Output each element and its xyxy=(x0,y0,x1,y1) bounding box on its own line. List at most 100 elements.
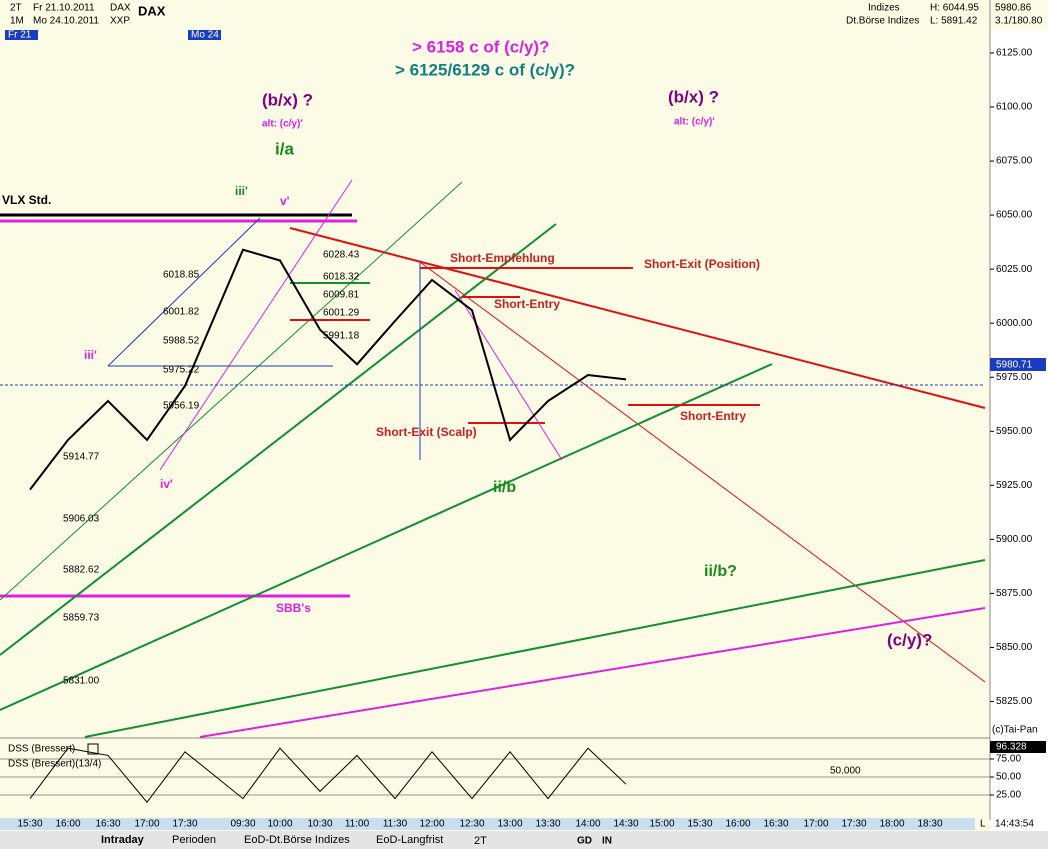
tab[interactable]: Intraday xyxy=(101,834,145,846)
y-tick-label: 6025.00 xyxy=(996,264,1033,275)
button[interactable]: GD xyxy=(577,836,592,847)
annotation: Short-Entry xyxy=(494,297,560,311)
osc-button[interactable] xyxy=(87,743,99,755)
last-price-bg xyxy=(990,358,1046,371)
level-label: 5831.00 xyxy=(63,676,100,687)
header-text: Indizes xyxy=(868,3,900,14)
x-tick-label: 13:30 xyxy=(535,819,560,830)
header-text: L: 5891.42 xyxy=(930,16,978,27)
trend-lines xyxy=(0,179,986,738)
series-line xyxy=(29,248,627,491)
axis-panel xyxy=(990,0,1048,849)
y-tick-label: 5925.00 xyxy=(996,480,1033,491)
annotation: (b/x) ? xyxy=(262,90,313,109)
level-label: 6001.29 xyxy=(323,308,360,319)
x-tick-label: 16:30 xyxy=(95,819,120,830)
x-tick-label: 17:30 xyxy=(841,819,866,830)
header-text: 3.1/180.80 xyxy=(995,16,1043,27)
header-text: H: 6044.95 xyxy=(930,3,979,14)
x-tick-label: 17:00 xyxy=(134,819,159,830)
x-tick-label: 12:30 xyxy=(459,819,484,830)
tab[interactable]: EoD-Dt.Börse Indizes xyxy=(244,834,350,846)
annotation: SBB's xyxy=(276,601,311,615)
annotation: iv' xyxy=(160,477,173,491)
x-tick-label: 15:30 xyxy=(17,819,42,830)
x-tick-label: 17:30 xyxy=(172,819,197,830)
y-tick-label: 5975.00 xyxy=(996,372,1033,383)
x-tick-label: 12:00 xyxy=(419,819,444,830)
x-tick-label: 13:00 xyxy=(497,819,522,830)
level-label: 5859.73 xyxy=(63,613,100,624)
header-text: Dt.Börse Indizes xyxy=(846,16,919,27)
annotation: (c/y)? xyxy=(887,630,932,649)
header-text: 1M xyxy=(10,16,24,27)
day-tag-bg xyxy=(5,30,38,40)
header-text: XXP xyxy=(110,16,130,27)
x-tick-label: 15:00 xyxy=(649,819,674,830)
y-tick-label: 6050.00 xyxy=(996,210,1033,221)
osc-last-bg xyxy=(990,741,1046,753)
annotation: Short-Exit (Scalp) xyxy=(376,425,477,439)
annotation: iii' xyxy=(235,184,248,198)
header-text: Mo 24.10.2011 xyxy=(33,16,99,27)
level-label: 5988.52 xyxy=(163,336,200,347)
header-text: 2T xyxy=(10,3,22,14)
level-label: 5975.22 xyxy=(163,365,200,376)
annotation: alt: (c/y)' xyxy=(674,117,715,128)
osc-level-label: 50.000 xyxy=(830,766,861,777)
day-tag-bg xyxy=(188,30,221,40)
annotation: ii/b? xyxy=(704,563,737,580)
x-tick-label: 16:00 xyxy=(725,819,750,830)
y-tick-label: 5825.00 xyxy=(996,696,1033,707)
annotation: alt: (c/y)' xyxy=(262,119,303,130)
series-line xyxy=(29,747,627,803)
y-tick-label: 5950.00 xyxy=(996,426,1033,437)
level-label: 6018.85 xyxy=(163,270,200,281)
y-tick-label: 6075.00 xyxy=(996,156,1033,167)
annotation: > 6125/6129 c of (c/y)? xyxy=(395,60,575,79)
x-tick-label: 14:30 xyxy=(613,819,638,830)
tab-bar xyxy=(0,831,1048,849)
annotation: VLX Std. xyxy=(2,193,51,207)
header-text: 5980.86 xyxy=(995,3,1032,14)
x-tick-label: 15:30 xyxy=(687,819,712,830)
x-tick-label: 10:30 xyxy=(307,819,332,830)
tab[interactable]: Perioden xyxy=(172,834,216,846)
y-tick-label: 6000.00 xyxy=(996,318,1033,329)
y-tick-label: 50.00 xyxy=(996,772,1021,783)
tab[interactable]: EoD-Langfrist xyxy=(376,834,443,846)
level-label: 5906.03 xyxy=(63,514,100,525)
level-label: 5914.77 xyxy=(63,452,100,463)
level-label: 6009.81 xyxy=(323,290,360,301)
level-label: 5882.62 xyxy=(63,565,100,576)
header-bar xyxy=(0,0,1048,30)
annotation: Short-Entry xyxy=(680,409,746,423)
x-tick-label: 16:30 xyxy=(763,819,788,830)
x-tick-label: 11:30 xyxy=(383,819,408,830)
annotation: iii' xyxy=(84,348,97,362)
y-tick-label: 75.00 xyxy=(996,754,1021,765)
button[interactable]: IN xyxy=(602,836,612,847)
period-select[interactable]: 2T xyxy=(474,835,487,847)
osc-last-value: 96.328 xyxy=(996,742,1027,753)
x-tick-label: 09:30 xyxy=(230,819,255,830)
clock: 14:43:54 xyxy=(995,819,1034,830)
x-tick-label: 18:30 xyxy=(917,819,942,830)
last-price: 5980.71 xyxy=(996,360,1033,371)
y-tick-label: 5900.00 xyxy=(996,534,1033,545)
annotation: (b/x) ? xyxy=(668,87,719,106)
x-tick-label: 14:00 xyxy=(575,819,600,830)
day-tag: Fr 21 xyxy=(8,30,32,41)
osc-title: DSS (Bressert) xyxy=(8,744,75,755)
level-label: 5956.19 xyxy=(163,401,200,412)
copyright: (c)Tai-Pan xyxy=(992,725,1038,736)
annotation: ii/b xyxy=(493,479,516,496)
y-tick-label: 25.00 xyxy=(996,790,1021,801)
y-tick-label: 5875.00 xyxy=(996,588,1033,599)
symbol: DAX xyxy=(138,3,166,18)
annotation: Short-Empfehlung xyxy=(450,251,555,265)
annotation: Short-Exit (Position) xyxy=(644,257,760,271)
osc-subtitle: DSS (Bressert)(13/4) xyxy=(8,759,101,770)
x-tick-label: 17:00 xyxy=(803,819,828,830)
